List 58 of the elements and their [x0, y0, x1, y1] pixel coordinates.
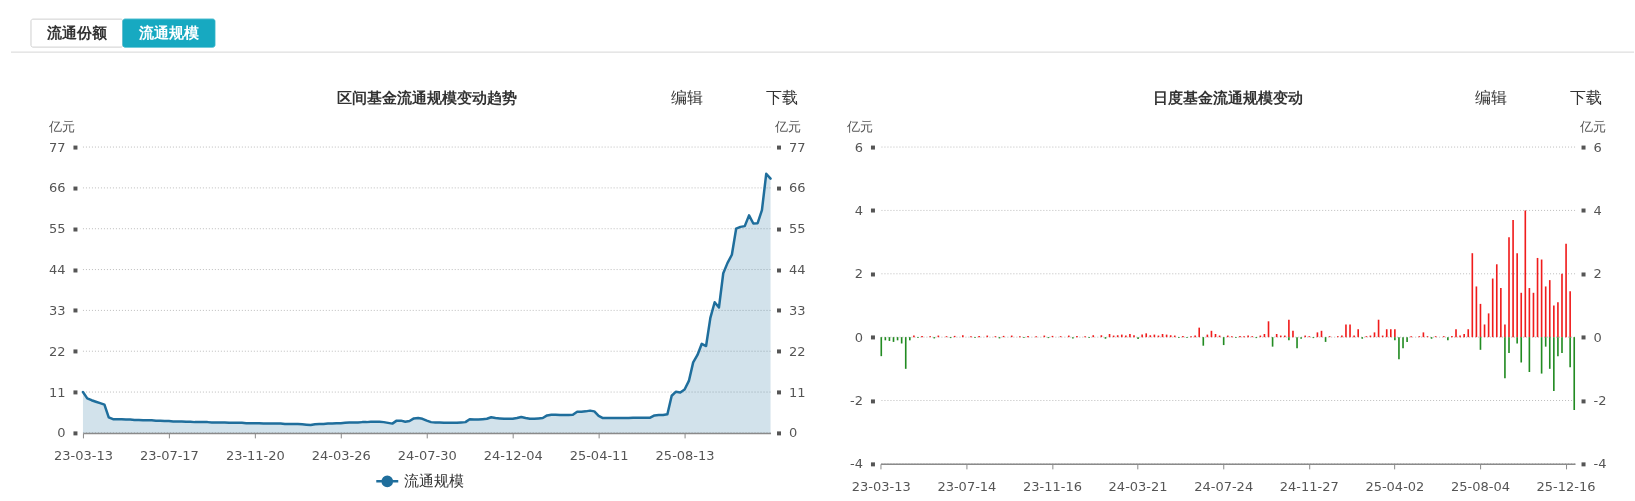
y2-tick-label: 11 [789, 384, 806, 400]
y-tick-label: 0 [57, 425, 66, 441]
y-tick-label: 66 [48, 180, 66, 196]
y-tick-label: 33 [48, 302, 66, 318]
legend-label: 流通规模 [403, 472, 464, 491]
y2-tick-label: 44 [789, 262, 806, 278]
text: 流通份额 [45, 24, 108, 43]
x-tick-label: 24-11-27 [1279, 479, 1339, 495]
y2-tick-label: 77 [789, 139, 806, 155]
x-tick-label: 25-12-16 [1536, 479, 1596, 495]
y-tick-label: 6 [854, 139, 863, 155]
x-tick-label: 23-11-16 [1023, 479, 1082, 495]
text: 编辑 [1475, 88, 1508, 108]
y-axis-title: 亿元 [48, 118, 76, 134]
x-tick-label: 23-07-17 [139, 448, 199, 464]
y2-tick-label: 66 [789, 180, 806, 196]
y-tick-label: 55 [48, 221, 66, 237]
y-tick-label: -2 [850, 393, 863, 408]
x-tick-label: 23-03-13 [53, 448, 113, 464]
text: 下载 [1570, 88, 1603, 108]
y2-tick-label: 0 [1593, 329, 1602, 345]
y2-tick-label: 22 [789, 343, 806, 359]
x-tick-label: 24-12-04 [483, 448, 543, 464]
y2-tick-label: -4 [1593, 456, 1607, 472]
x-tick-label: 25-04-11 [569, 448, 629, 464]
x-tick-label: 24-07-24 [1194, 479, 1254, 495]
y2-axis-title: 亿元 [774, 118, 802, 134]
y-axis-title: 亿元 [845, 118, 873, 134]
y-tick-label: 77 [48, 139, 66, 155]
y2-tick-label: 4 [1593, 202, 1602, 218]
x-tick-label: 24-07-30 [397, 448, 457, 464]
chart-title: 区间基金流通规模变动趋势 [336, 89, 517, 108]
y2-tick-label: 2 [1593, 266, 1602, 282]
x-tick-label: 24-03-21 [1108, 479, 1168, 495]
y-tick-label: 44 [48, 262, 66, 278]
chart-title: 日度基金流通规模变动 [1152, 89, 1303, 108]
text: 编辑 [670, 88, 703, 108]
y2-tick-label: 33 [789, 302, 806, 318]
y2-axis-title: 亿元 [1578, 118, 1606, 134]
text: 流通规模 [137, 24, 200, 43]
x-tick-label: 23-07-14 [937, 479, 997, 495]
y-tick-label: 22 [48, 343, 66, 359]
y2-tick-label: 6 [1593, 139, 1602, 155]
y-tick-label: 0 [854, 329, 863, 345]
x-tick-label: 25-08-13 [655, 448, 715, 464]
y-tick-label: 4 [854, 202, 863, 218]
y2-tick-label: 0 [789, 425, 798, 441]
y2-tick-label: -2 [1593, 393, 1607, 408]
y2-tick-label: 55 [789, 221, 806, 237]
y-tick-label: 11 [48, 384, 66, 400]
x-tick-label: 25-08-04 [1451, 479, 1510, 495]
x-tick-label: 23-03-13 [851, 479, 911, 495]
x-tick-label: 24-03-26 [311, 448, 371, 464]
x-tick-label: 23-11-20 [225, 448, 285, 464]
text: 下载 [765, 88, 798, 108]
y-tick-label: -4 [850, 456, 863, 472]
x-tick-label: 25-04-02 [1365, 479, 1425, 495]
y-tick-label: 2 [854, 266, 863, 282]
